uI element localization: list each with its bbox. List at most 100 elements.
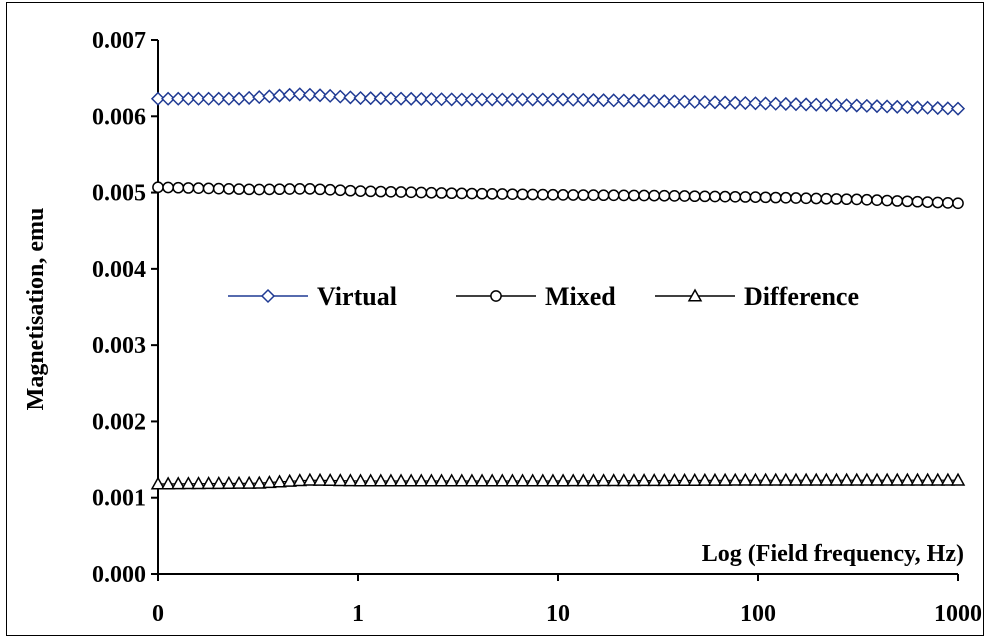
data-point: [474, 473, 490, 487]
data-point: [687, 288, 703, 302]
data-point: [910, 100, 925, 115]
data-point: [484, 473, 500, 487]
data-point: [283, 183, 296, 195]
y-tick-label: 0.005: [92, 181, 146, 207]
data-point: [830, 193, 843, 205]
data-point: [880, 99, 895, 114]
data-point: [727, 472, 743, 486]
data-point: [829, 472, 844, 486]
legend: Virtual Mixed Difference: [228, 282, 859, 311]
data-point: [221, 91, 236, 106]
data-point: [505, 473, 520, 487]
data-point: [496, 188, 509, 200]
data-point: [697, 95, 712, 110]
data-point: [637, 93, 652, 108]
data-point: [201, 476, 216, 490]
data-point: [363, 473, 378, 487]
data-point: [840, 193, 853, 206]
data-point: [677, 94, 692, 109]
data-point: [282, 87, 297, 102]
data-point: [312, 472, 328, 486]
data-point: [424, 473, 439, 487]
data-point: [516, 188, 529, 201]
data-point: [383, 91, 398, 106]
data-point: [800, 192, 812, 205]
data-point: [738, 472, 753, 486]
data-point: [334, 184, 347, 197]
data-point: [606, 93, 621, 108]
data-point: [668, 190, 681, 202]
data-point: [819, 97, 834, 112]
data-point: [231, 475, 247, 489]
data-point: [871, 194, 883, 207]
data-point: [626, 473, 642, 487]
data-point: [748, 472, 763, 486]
data-point: [353, 90, 368, 106]
data-point: [525, 92, 540, 107]
data-point: [383, 473, 399, 487]
data-point: [648, 189, 661, 202]
data-point: [354, 185, 367, 197]
legend-entry-mixed: Mixed: [456, 282, 616, 311]
data-point: [515, 92, 530, 107]
data-point: [849, 98, 864, 113]
data-point: [211, 475, 227, 490]
data-point: [403, 473, 419, 487]
data-point: [425, 186, 438, 199]
data-point: [263, 183, 276, 196]
data-point: [363, 91, 378, 106]
data-point: [231, 91, 247, 106]
data-point: [221, 475, 237, 489]
data-point: [810, 192, 823, 205]
data-point: [545, 92, 560, 107]
data-point: [647, 93, 662, 109]
data-point: [930, 100, 945, 116]
data-point: [778, 96, 793, 112]
data-point: [799, 97, 814, 112]
data-point: [820, 192, 833, 205]
data-point: [434, 473, 449, 487]
data-point: [454, 92, 469, 107]
data-point: [536, 188, 549, 201]
data-point: [393, 473, 409, 487]
data-point: [434, 92, 449, 107]
data-point: [942, 197, 954, 209]
data-point: [555, 473, 571, 487]
data-point: [687, 472, 702, 486]
data-point: [405, 186, 418, 199]
data-point: [850, 193, 863, 206]
data-point: [314, 183, 326, 196]
data-point: [707, 95, 723, 110]
data-point: [435, 187, 448, 199]
data-point: [333, 89, 348, 104]
data-point: [565, 473, 581, 487]
data-point: [282, 473, 297, 487]
data-point: [424, 92, 439, 107]
legend-entry-virtual: Virtual: [228, 282, 397, 311]
data-point: [251, 475, 267, 489]
data-point: [202, 182, 215, 195]
chart-frame: [6, 2, 984, 636]
data-point: [759, 191, 772, 204]
data-point: [273, 183, 286, 196]
data-point: [162, 181, 174, 194]
data-point: [445, 187, 458, 200]
data-point: [920, 472, 935, 486]
data-point: [161, 91, 176, 106]
data-point: [779, 191, 792, 204]
data-point: [707, 472, 723, 486]
data-point: [464, 473, 480, 487]
x-tick-label: 1: [352, 601, 364, 627]
data-point: [495, 92, 510, 107]
data-point: [718, 95, 733, 110]
data-point: [829, 98, 844, 113]
data-point: [596, 93, 611, 108]
data-point: [373, 91, 388, 106]
data-point: [212, 182, 225, 195]
data-point: [201, 91, 216, 106]
data-point: [170, 476, 186, 490]
data-point: [809, 97, 824, 112]
data-point: [859, 472, 875, 486]
data-point: [474, 92, 490, 107]
data-point: [658, 189, 671, 202]
